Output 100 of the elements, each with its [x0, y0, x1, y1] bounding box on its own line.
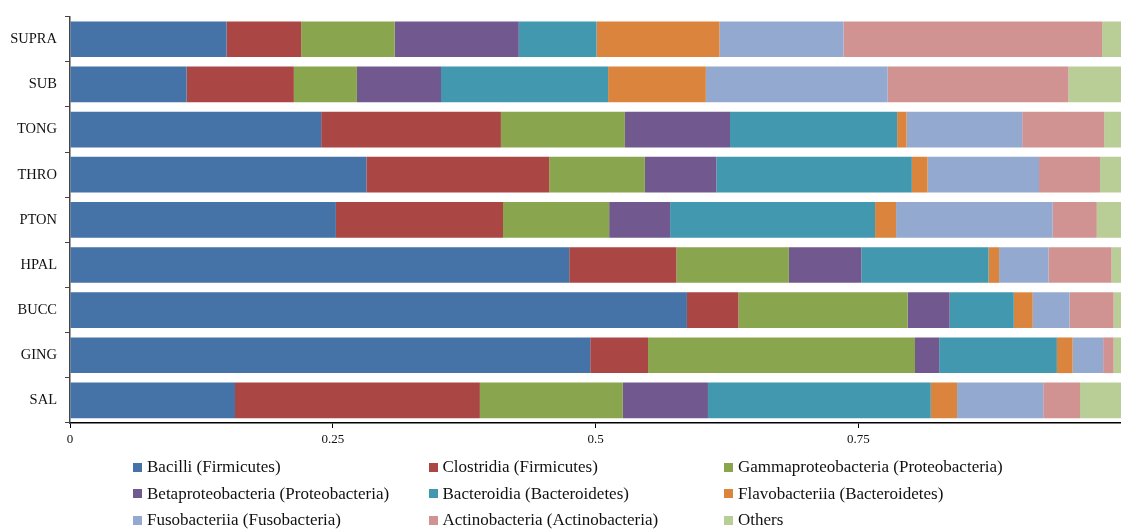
bar	[70, 382, 236, 419]
bar	[843, 21, 1103, 58]
bar	[609, 202, 671, 238]
bar	[707, 382, 931, 419]
bar	[705, 66, 888, 103]
bar	[235, 382, 480, 419]
bar	[503, 202, 610, 238]
bar	[1080, 382, 1121, 419]
y-tick-label: THRO	[17, 165, 57, 182]
bar	[1043, 382, 1081, 419]
bar	[70, 337, 591, 374]
bar	[549, 156, 645, 193]
y-tick-label: GING	[20, 346, 58, 363]
bar	[927, 156, 1040, 193]
legend-label: Clostridia (Firmicutes)	[442, 457, 598, 478]
bar	[930, 382, 958, 419]
bar	[988, 247, 1000, 283]
bar	[999, 247, 1049, 283]
bar	[1039, 156, 1100, 193]
bar	[186, 66, 294, 103]
legend-label: Flavobacteriia (Bacteroidetes)	[738, 483, 944, 504]
bar	[335, 202, 504, 238]
bar	[911, 156, 928, 193]
bar	[569, 247, 677, 283]
bar	[939, 337, 1057, 374]
bar	[356, 66, 441, 103]
bar	[686, 292, 739, 328]
bar	[875, 202, 897, 238]
legend-label: Gammaproteobacteria (Proteobacteria)	[738, 457, 1003, 478]
bar	[479, 382, 623, 419]
y-tick-label: BUCC	[17, 300, 57, 317]
bar	[1022, 111, 1105, 148]
legend-label: Bacteroidia (Bacteroidetes)	[442, 483, 629, 504]
bar	[70, 247, 570, 283]
bar	[648, 337, 915, 374]
bar	[788, 247, 862, 283]
y-tick-label: HPAL	[20, 255, 57, 272]
bar	[518, 21, 597, 58]
bar	[957, 382, 1044, 419]
bar	[1032, 292, 1070, 328]
bar	[1113, 292, 1121, 328]
bar	[608, 66, 706, 103]
bar	[1104, 111, 1121, 148]
bar	[226, 21, 302, 58]
bar	[676, 247, 789, 283]
bar	[949, 292, 1014, 328]
bar	[670, 202, 876, 238]
bar	[1102, 21, 1121, 58]
x-tick-label: 0.75	[846, 431, 870, 447]
bar	[321, 111, 501, 148]
bar	[644, 156, 717, 193]
bar	[1052, 202, 1097, 238]
y-tick-label: SUPRA	[10, 30, 58, 47]
bar	[70, 156, 367, 193]
bar	[1048, 247, 1112, 283]
bar	[366, 156, 550, 193]
bar	[500, 111, 625, 148]
bar	[70, 66, 187, 103]
bar	[1013, 292, 1033, 328]
bar	[70, 292, 687, 328]
bar	[907, 292, 950, 328]
bar	[394, 21, 519, 58]
bar	[915, 337, 940, 374]
y-tick-label: TONG	[16, 120, 58, 137]
bar	[738, 292, 908, 328]
legend-label: Fusobacteriia (Fusobacteria)	[147, 510, 342, 529]
bar	[730, 111, 898, 148]
bar	[1056, 337, 1073, 374]
y-tick-label: PTON	[19, 210, 58, 227]
x-tick-label: 0	[66, 431, 74, 447]
bar	[70, 202, 336, 238]
bar	[441, 66, 609, 103]
bar	[596, 21, 720, 58]
bar	[624, 111, 731, 148]
y-tick-label: SUB	[28, 75, 57, 92]
bar	[590, 337, 649, 374]
bar	[293, 66, 357, 103]
bar	[1069, 292, 1114, 328]
legend-label: Actinobacteria (Actinobacteria)	[442, 510, 659, 529]
legend-label: Betaproteobacteria (Proteobacteria)	[147, 483, 390, 504]
bar	[70, 21, 227, 58]
bar	[70, 111, 322, 148]
bar	[1072, 337, 1104, 374]
bar	[887, 66, 1069, 103]
bar	[622, 382, 708, 419]
bar	[1113, 337, 1121, 374]
bar	[301, 21, 395, 58]
x-tick-label: 0.5	[587, 431, 604, 447]
bar	[719, 21, 844, 58]
bar	[897, 111, 907, 148]
bar	[896, 202, 1053, 238]
bar	[861, 247, 989, 283]
bar	[1068, 66, 1121, 103]
bar	[906, 111, 1023, 148]
legend-label: Bacilli (Firmicutes)	[147, 457, 281, 478]
bar	[1103, 337, 1114, 374]
x-tick-label: 0.25	[321, 431, 345, 447]
y-tick-label: SAL	[29, 391, 57, 408]
bar	[1111, 247, 1121, 283]
legend-label: Others	[738, 510, 784, 529]
